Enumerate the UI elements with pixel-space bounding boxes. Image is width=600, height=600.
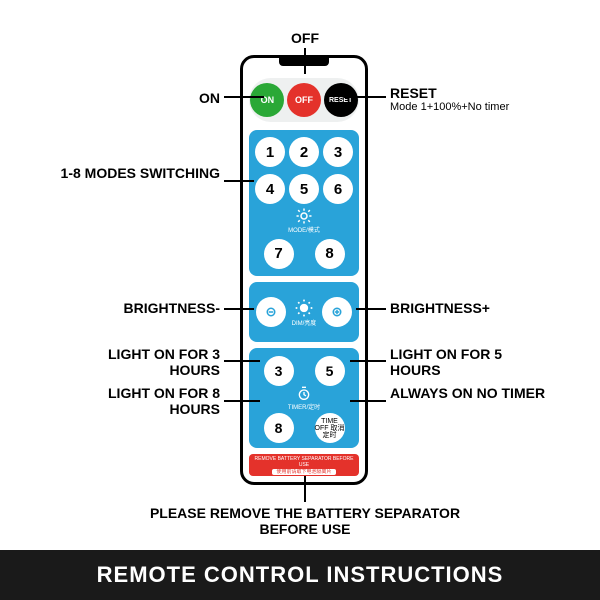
dim-icon: DIM/亮度 <box>292 298 317 327</box>
modes-panel: 1 2 3 4 5 6 MODE/模式 7 8 <box>249 130 359 276</box>
label-off: OFF <box>291 30 319 46</box>
timer-8h[interactable]: 8 <box>264 413 294 443</box>
power-row: ON OFF RESET <box>249 78 359 122</box>
label-3h: LIGHT ON FOR 3 HOURS <box>60 346 220 378</box>
mode-4[interactable]: 4 <box>255 174 285 204</box>
mode-2[interactable]: 2 <box>289 137 319 167</box>
line <box>350 400 386 402</box>
on-button[interactable]: ON <box>250 83 284 117</box>
line <box>224 400 260 402</box>
timer-icon: TIMER/定时 <box>253 386 355 411</box>
label-5h: LIGHT ON FOR 5 HOURS <box>390 346 550 378</box>
mode-1[interactable]: 1 <box>255 137 285 167</box>
label-reset-sub: Mode 1+100%+No timer <box>390 101 509 114</box>
line <box>350 360 386 362</box>
brightness-minus[interactable] <box>256 297 286 327</box>
mode-7[interactable]: 7 <box>264 239 294 269</box>
mode-3[interactable]: 3 <box>323 137 353 167</box>
remote-body: ON OFF RESET 1 2 3 4 5 6 MODE/模式 7 8 DIM… <box>240 55 368 485</box>
label-8h: LIGHT ON FOR 8 HOURS <box>60 385 220 417</box>
label-reset: RESET <box>390 85 437 101</box>
off-button[interactable]: OFF <box>287 83 321 117</box>
mode-icon: MODE/模式 <box>253 207 355 234</box>
label-modes: 1-8 MODES SWITCHING <box>60 165 220 181</box>
timer-panel: 3 5 TIMER/定时 8 TIME OFF 取消定时 <box>249 348 359 448</box>
mode-8[interactable]: 8 <box>315 239 345 269</box>
label-battery: PLEASE REMOVE THE BATTERY SEPARATOR BEFO… <box>125 505 485 537</box>
mode-5[interactable]: 5 <box>289 174 319 204</box>
line <box>304 476 306 502</box>
label-on: ON <box>199 90 220 106</box>
label-bplus: BRIGHTNESS+ <box>390 300 490 316</box>
line <box>304 48 306 74</box>
label-bminus: BRIGHTNESS- <box>124 300 220 316</box>
line <box>224 180 254 182</box>
brightness-plus[interactable] <box>322 297 352 327</box>
footer-title: REMOTE CONTROL INSTRUCTIONS <box>0 550 600 600</box>
timer-off[interactable]: TIME OFF 取消定时 <box>315 413 345 443</box>
reset-button[interactable]: RESET <box>324 83 358 117</box>
mode-6[interactable]: 6 <box>323 174 353 204</box>
timer-5h[interactable]: 5 <box>315 356 345 386</box>
line <box>224 360 260 362</box>
line <box>224 308 254 310</box>
timer-3h[interactable]: 3 <box>264 356 294 386</box>
dim-panel: DIM/亮度 <box>249 282 359 342</box>
line <box>356 308 386 310</box>
battery-warning-strip: REMOVE BATTERY SEPARATOR BEFORE USE 使用前请… <box>249 454 359 476</box>
line <box>224 96 264 98</box>
label-always: ALWAYS ON NO TIMER <box>390 385 550 401</box>
line <box>344 96 386 98</box>
